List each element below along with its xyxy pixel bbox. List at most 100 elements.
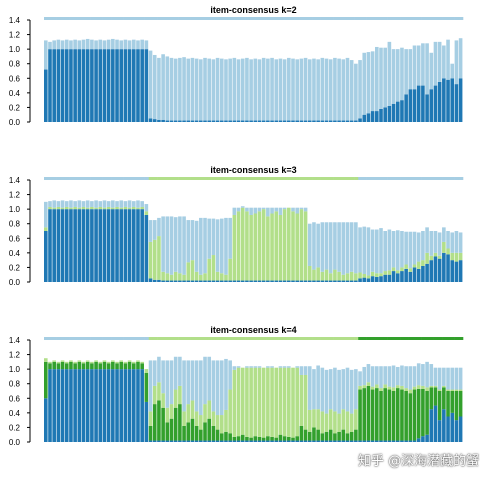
bar-segment-c1 <box>257 120 262 122</box>
bar-segment-c2 <box>328 59 333 121</box>
bar-segment-c1 <box>312 440 316 442</box>
bar-segment-c1 <box>408 271 413 282</box>
bar-segment-c3 <box>123 361 128 364</box>
class-strip-cell <box>215 177 221 180</box>
class-strip-cell <box>358 177 363 180</box>
bar-segment-c3 <box>442 385 446 388</box>
bar-segment-c3 <box>253 367 258 437</box>
bar-segment-c3 <box>429 385 434 388</box>
bar-segment-c1 <box>450 78 455 122</box>
bar-segment-c2 <box>127 200 132 208</box>
bar-segment-c3 <box>203 273 207 281</box>
bar-segment-c2 <box>182 57 186 121</box>
bar-segment-c2 <box>375 229 379 274</box>
bar-segment-c1 <box>249 440 253 442</box>
bar-segment-c3 <box>106 206 111 210</box>
class-strip-cell <box>232 337 238 340</box>
bar-segment-c2 <box>354 222 358 274</box>
class-strip-cell <box>182 337 187 340</box>
bar-segment-c1 <box>458 260 463 282</box>
bar-segment-c1 <box>119 369 124 442</box>
bar-segment-c1 <box>408 440 413 442</box>
bar-segment-c3 <box>433 252 438 257</box>
bar-segment-c4 <box>102 361 107 370</box>
class-strip-cell <box>442 337 447 340</box>
class-strip-cell <box>446 177 451 180</box>
bar-segment-c1 <box>123 49 128 122</box>
bar-segment-c2 <box>383 366 387 385</box>
bar-segment-c2 <box>131 201 136 207</box>
bar-segment-c4 <box>400 389 404 441</box>
class-strip-cell <box>324 337 330 340</box>
bar-segment-c1 <box>437 258 442 282</box>
bar-segment-c1 <box>270 120 274 122</box>
bar-segment-c2 <box>437 232 442 256</box>
bar-segment-c2 <box>249 366 253 368</box>
class-strip-cell <box>341 337 346 340</box>
bar-segment-c2 <box>98 39 103 50</box>
bar-segment-c2 <box>106 201 111 207</box>
bar-segment-c3 <box>152 385 157 405</box>
bar-segment-c4 <box>379 391 383 441</box>
bar-segment-c1 <box>358 278 362 282</box>
bar-segment-c1 <box>85 209 90 282</box>
class-strip-cell <box>60 17 66 20</box>
bar-segment-c1 <box>115 209 119 282</box>
bar-segment-c4 <box>433 387 438 406</box>
bar-segment-c3 <box>454 389 459 391</box>
bar-segment-c2 <box>416 45 421 86</box>
bar-segment-c3 <box>299 374 304 426</box>
bar-segment-c4 <box>387 389 392 441</box>
class-strip-cell <box>404 17 409 20</box>
bar-segment-c1 <box>412 89 417 122</box>
bar-segment-c1 <box>383 274 387 282</box>
bar-segment-c4 <box>333 433 337 441</box>
bar-segment-c3 <box>458 389 463 391</box>
bar-segment-c3 <box>245 211 249 281</box>
class-strip-cell <box>270 337 275 340</box>
bar-segment-c4 <box>257 436 262 441</box>
class-strip-cell <box>324 177 330 180</box>
bar-segment-c1 <box>291 120 295 122</box>
bar-segment-c2 <box>429 364 434 386</box>
bar-segment-c3 <box>144 211 149 215</box>
bar-segment-c2 <box>358 60 362 119</box>
class-strip-cell <box>48 177 53 180</box>
class-strip-cell <box>119 177 124 180</box>
bar-segment-c1 <box>140 209 144 282</box>
bar-segment-c1 <box>442 252 446 282</box>
bar-segment-c3 <box>131 361 136 364</box>
bar-segment-c1 <box>278 440 283 442</box>
bar-segment-c3 <box>169 274 174 281</box>
class-strip-cell <box>215 337 221 340</box>
bar-segment-c1 <box>358 440 362 442</box>
bar-segment-c3 <box>270 367 274 437</box>
bar-segment-c2 <box>127 40 132 50</box>
class-strip-cell <box>148 337 154 340</box>
bar-segment-c1 <box>379 440 383 442</box>
class-strip-cell <box>400 177 405 180</box>
bar-segment-c1 <box>366 440 371 442</box>
class-strip-cell <box>458 177 464 180</box>
bar-segment-c2 <box>307 366 312 410</box>
bar-segment-c3 <box>446 389 450 391</box>
bar-segment-c1 <box>345 440 350 442</box>
class-strip-cell <box>354 177 359 180</box>
bar-segment-c2 <box>123 201 128 207</box>
bar-segment-c1 <box>261 440 266 442</box>
bar-segment-c4 <box>274 437 279 441</box>
class-strip-cell <box>123 177 129 180</box>
bar-segment-c2 <box>207 218 212 259</box>
bar-segment-c4 <box>152 404 157 441</box>
bar-segment-c2 <box>102 200 107 208</box>
bar-segment-c2 <box>207 58 212 121</box>
bar-segment-c2 <box>173 58 178 121</box>
bar-segment-c2 <box>412 366 417 387</box>
bar-segment-c1 <box>253 120 258 122</box>
bar-segment-c3 <box>312 269 316 281</box>
bar-segment-c1 <box>337 440 341 442</box>
bar-segment-c1 <box>295 280 299 282</box>
class-strip-cell <box>416 17 422 20</box>
bar-segment-c2 <box>341 59 346 121</box>
bar-segment-c2 <box>157 57 161 120</box>
